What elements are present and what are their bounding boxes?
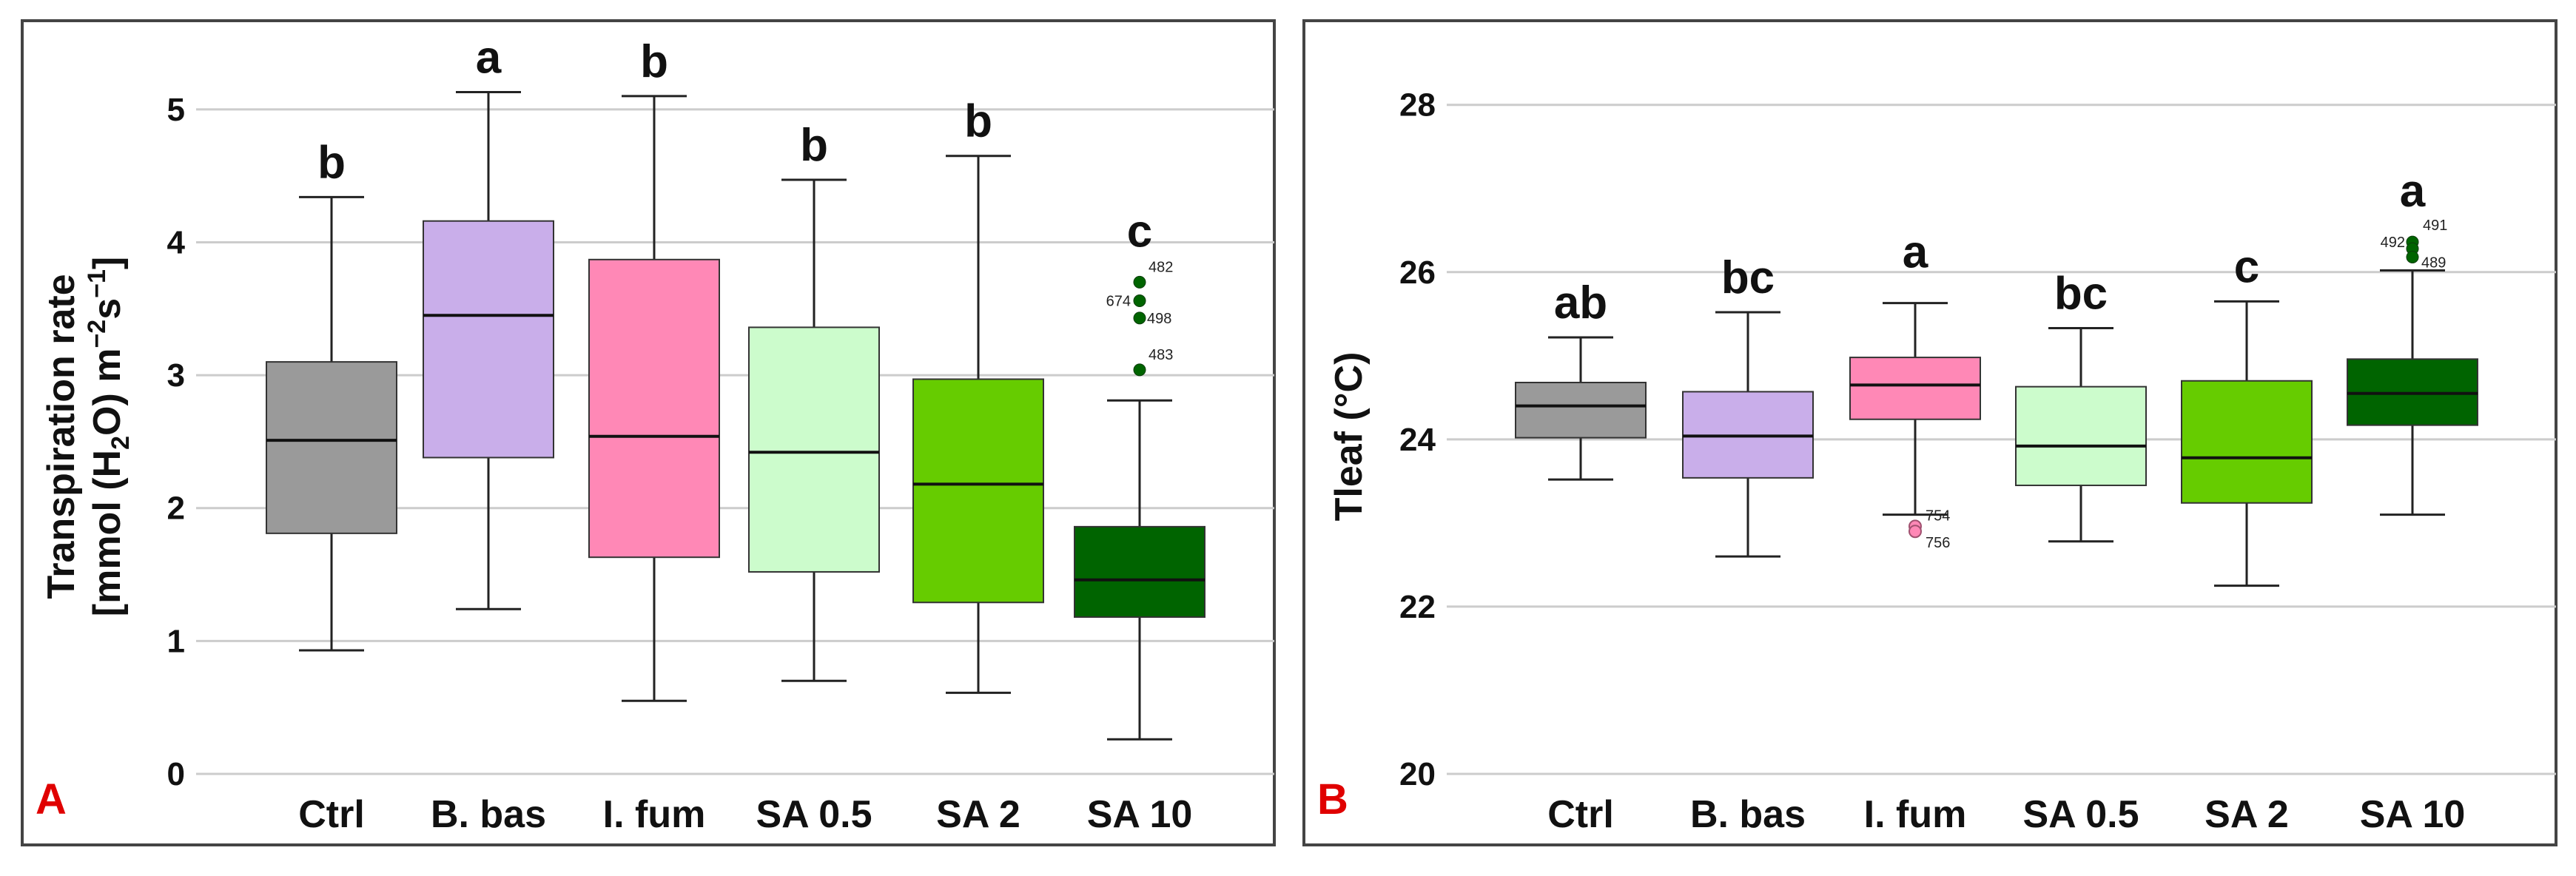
panel-b-x-tick-label: Ctrl [1547,793,1614,836]
panel-b-box-sa-2-significance-letter: c [2234,241,2259,292]
panel-a-y-axis-label: Transpiration rate [mmol (H2O) m−2s−1] [40,257,135,616]
panel-b-y-tick-label: 22 [1399,589,1436,625]
panel-a-x-tick-label: SA 0.5 [756,793,872,836]
panel-b-box-sa-0-5-significance-letter: bc [2054,269,2108,320]
panel-a-box-ctrl [266,361,397,534]
panel-b-y-tick-label: 20 [1399,756,1436,792]
panel-a-box-ctrl-significance-letter: b [317,137,346,188]
panel-b-y-tick-label: 26 [1399,255,1436,291]
panel-a-box-i-fum-significance-letter: b [640,36,668,87]
panel-a-x-tick-label: SA 2 [936,793,1020,836]
panel-b-outlier-point [1909,525,1922,539]
panel-a-outlier-point [1133,294,1146,307]
panel-a-outlier-label: 482 [1149,259,1173,275]
panel-a-box-sa-2-significance-letter: b [964,96,992,147]
panel-a-x-tick-label: Ctrl [298,793,365,836]
panel-a-y-tick-label: 0 [167,756,185,792]
panel-b-x-tick-label: I. fum [1864,793,1967,836]
panel-a-outlier-label: 674 [1106,293,1131,309]
panel-b-box-b-bas-significance-letter: bc [1721,252,1775,303]
panel-b-x-tick-label: SA 10 [2360,793,2466,836]
panel-a-outlier-point [1133,311,1146,325]
panel-a: 0 1 2 3 4 5 b Ctrl a B. bas b I. fum b SA 0.5 b SA 2 482… [167,32,1274,836]
panel-a-y-tick-label: 3 [167,357,185,394]
panel-a-x-tick-label: B. bas [431,793,546,836]
panel-b: 20 22 24 26 28 ab Ctrl bc B. bas 754 756 a I. fum bc S… [1399,87,2556,836]
panel-a-box-b-bas-significance-letter: a [476,32,502,83]
panel-b-outlier-label: 489 [2421,255,2446,271]
panel-a-ylabel-line1: Transpiration rate [40,274,83,599]
panel-a-letter: A [36,775,67,823]
panel-b-box-ctrl [1515,382,1647,439]
panel-a-outlier-point [1133,275,1146,289]
panel-a-outlier-point [1133,363,1146,377]
panel-b-outlier-point [2406,250,2419,263]
panel-b-frame [1302,19,2557,846]
panel-b-box-sa-2 [2181,380,2313,504]
panel-a-outlier-label: 498 [1147,311,1171,327]
panel-b-outlier-label: 754 [1926,508,1950,524]
panel-b-y-axis-label: Tleaf (°C) [1328,352,1371,522]
panel-a-box-sa-2 [912,378,1044,604]
panel-a-y-tick-label: 4 [167,224,186,260]
panel-b-outlier-label: 492 [2381,235,2405,251]
panel-a-box-sa-10-significance-letter: c [1127,206,1152,257]
panel-a-box-i-fum [588,258,720,559]
panel-a-box-sa-0-5-significance-letter: b [800,120,828,171]
panel-a-x-tick-label: SA 10 [1087,793,1193,836]
panel-b-outlier-label: 756 [1926,535,1950,551]
panel-b-ylabel: Tleaf (°C) [1328,352,1371,522]
panel-b-outlier-label: 491 [2423,218,2447,234]
panel-a-x-tick-label: I. fum [603,793,706,836]
panel-a-frame [21,19,1276,846]
panel-a-outlier-label: 483 [1149,347,1173,363]
panel-b-x-tick-label: SA 0.5 [2022,793,2139,836]
panel-b-x-tick-label: B. bas [1690,793,1806,836]
panel-b-letter: B [1317,775,1348,823]
panel-a-y-tick-label: 1 [167,623,185,659]
panel-b-box-sa-10-significance-letter: a [2400,166,2426,217]
panel-b-box-i-fum [1849,357,1981,420]
panel-a-y-tick-label: 5 [167,92,185,128]
panel-b-box-sa-0-5 [2015,385,2147,487]
panel-a-y-tick-label: 2 [167,491,185,527]
panel-b-y-tick-label: 24 [1399,422,1436,458]
panel-a-box-b-bas [423,220,554,459]
panel-a-box-sa-0-5 [748,326,880,573]
panel-a-ylabel-line2: [mmol (H2O) m−2s−1] [83,257,135,616]
panel-b-x-tick-label: SA 2 [2205,793,2289,836]
panel-b-box-ctrl-significance-letter: ab [1554,277,1607,328]
panel-a-box-sa-10 [1074,525,1205,619]
panel-b-y-tick-label: 28 [1399,87,1436,124]
panel-b-box-i-fum-significance-letter: a [1903,227,1928,278]
